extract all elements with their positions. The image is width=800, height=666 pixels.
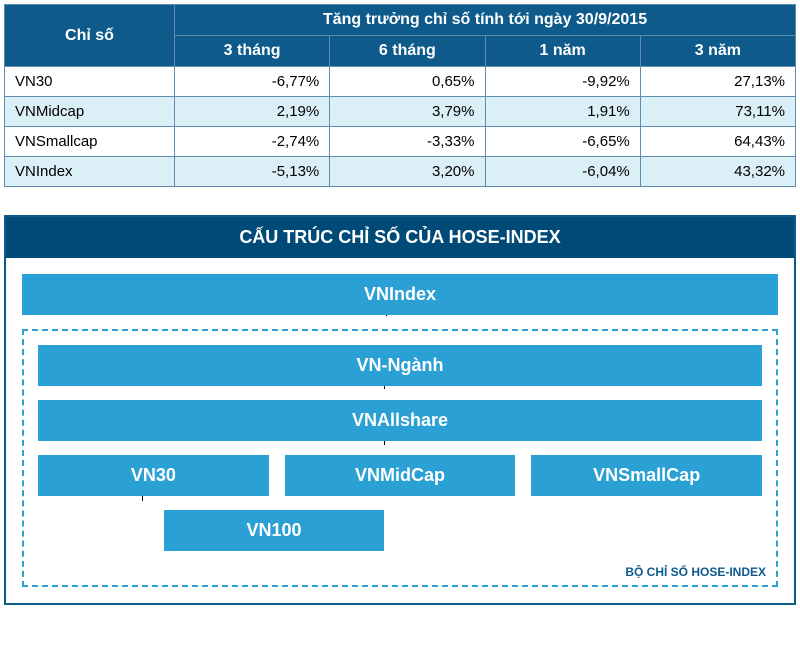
structure-panel: CẤU TRÚC CHỈ SỐ CỦA HOSE-INDEX VNIndex V… bbox=[4, 215, 796, 605]
table-cell-value: -2,74% bbox=[175, 127, 330, 157]
structure-title: CẤU TRÚC CHỈ SỐ CỦA HOSE-INDEX bbox=[6, 217, 794, 258]
table-header-period: 3 năm bbox=[640, 36, 795, 67]
table-cell-index: VNMidcap bbox=[5, 97, 175, 127]
node-vnmidcap: VNMidCap bbox=[285, 455, 516, 496]
node-vn100: VN100 bbox=[164, 510, 384, 551]
table-cell-value: -6,65% bbox=[485, 127, 640, 157]
table-header-index: Chỉ số bbox=[5, 5, 175, 67]
dashed-container: VN-Ngành VNAllshare VN30 VNMidCap VNSmal… bbox=[22, 329, 778, 587]
table-row: VNMidcap2,19%3,79%1,91%73,11% bbox=[5, 97, 796, 127]
node-vnindex: VNIndex bbox=[22, 274, 778, 315]
table-cell-value: -5,13% bbox=[175, 157, 330, 187]
table-row: VNSmallcap-2,74%-3,33%-6,65%64,43% bbox=[5, 127, 796, 157]
table-cell-value: -9,92% bbox=[485, 67, 640, 97]
node-vnallshare: VNAllshare bbox=[38, 400, 762, 441]
table-cell-value: 2,19% bbox=[175, 97, 330, 127]
node-vnsmallcap: VNSmallCap bbox=[531, 455, 762, 496]
table-cell-index: VNSmallcap bbox=[5, 127, 175, 157]
table-cell-value: 3,79% bbox=[330, 97, 485, 127]
table-row: VN30-6,77%0,65%-9,92%27,13% bbox=[5, 67, 796, 97]
table-cell-value: -3,33% bbox=[330, 127, 485, 157]
table-cell-index: VNIndex bbox=[5, 157, 175, 187]
table-cell-value: -6,77% bbox=[175, 67, 330, 97]
table-header-span: Tăng trưởng chỉ số tính tới ngày 30/9/20… bbox=[175, 5, 796, 36]
table-cell-value: 27,13% bbox=[640, 67, 795, 97]
table-cell-value: 64,43% bbox=[640, 127, 795, 157]
node-vn-nganh: VN-Ngành bbox=[38, 345, 762, 386]
table-header-period: 1 năm bbox=[485, 36, 640, 67]
table-cell-index: VN30 bbox=[5, 67, 175, 97]
table-cell-value: 73,11% bbox=[640, 97, 795, 127]
growth-table: Chỉ số Tăng trưởng chỉ số tính tới ngày … bbox=[4, 4, 796, 187]
table-cell-value: 43,32% bbox=[640, 157, 795, 187]
node-vn30: VN30 bbox=[38, 455, 269, 496]
table-cell-value: 3,20% bbox=[330, 157, 485, 187]
table-cell-value: -6,04% bbox=[485, 157, 640, 187]
structure-footer-label: BỘ CHỈ SỐ HOSE-INDEX bbox=[625, 565, 766, 579]
table-row: VNIndex-5,13%3,20%-6,04%43,32% bbox=[5, 157, 796, 187]
table-cell-value: 1,91% bbox=[485, 97, 640, 127]
table-cell-value: 0,65% bbox=[330, 67, 485, 97]
table-header-period: 3 tháng bbox=[175, 36, 330, 67]
table-header-period: 6 tháng bbox=[330, 36, 485, 67]
